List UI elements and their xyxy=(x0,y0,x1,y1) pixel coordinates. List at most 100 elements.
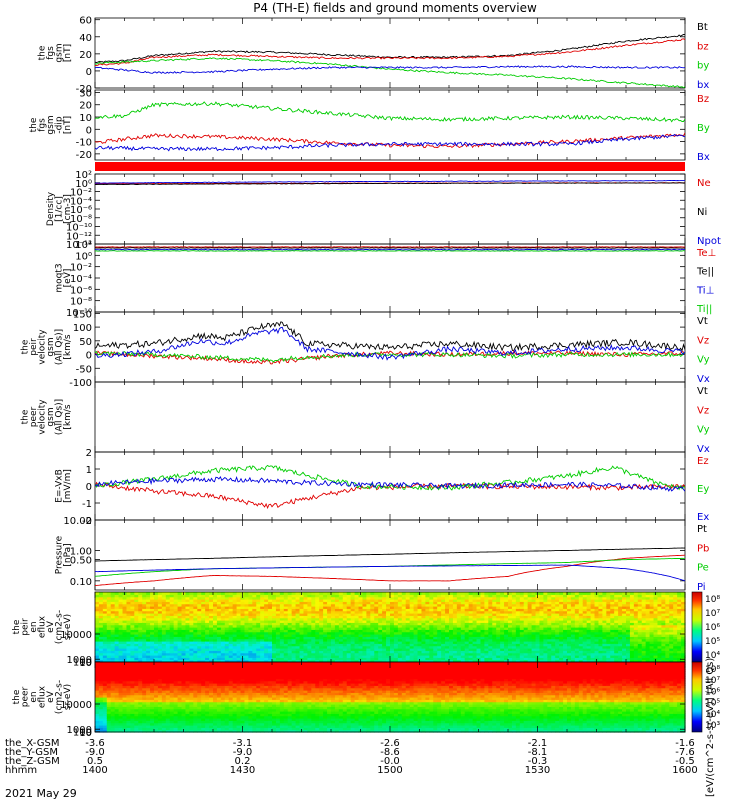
heatmap-cell xyxy=(508,645,513,649)
heatmap-cell xyxy=(637,601,643,605)
heatmap-cell xyxy=(563,610,568,614)
heatmap-cell xyxy=(614,613,619,616)
heatmap-cell xyxy=(618,601,623,605)
heatmap-cell xyxy=(401,638,407,642)
heatmap-cell xyxy=(303,617,308,621)
heatmap-cell xyxy=(563,643,568,647)
y-axis-label-line: Pressure xyxy=(55,535,65,574)
heatmap-cell xyxy=(232,606,238,609)
heatmap-cell xyxy=(641,638,647,642)
heatmap-cell xyxy=(452,624,458,628)
heatmap-cell xyxy=(260,634,265,637)
heatmap-cell xyxy=(598,659,603,663)
heatmap-cell xyxy=(216,659,222,663)
heatmap-cell xyxy=(350,657,356,661)
heatmap-cell xyxy=(614,655,619,658)
heatmap-cell xyxy=(519,615,525,619)
heatmap-cell xyxy=(248,606,253,609)
heatmap-cell xyxy=(303,645,308,649)
heatmap-cell xyxy=(323,617,328,621)
heatmap-cell xyxy=(629,629,635,633)
heatmap-cell xyxy=(260,636,265,640)
heatmap-cell xyxy=(598,622,603,626)
heatmap-cell xyxy=(279,599,285,602)
heatmap-cell xyxy=(382,624,387,628)
heatmap-cell xyxy=(98,648,104,651)
heatmap-cell xyxy=(95,636,100,640)
heatmap-cell xyxy=(464,650,470,654)
heatmap-cell xyxy=(157,592,163,595)
heatmap-cell xyxy=(248,643,253,647)
heatmap-cell xyxy=(346,645,352,649)
heatmap-cell xyxy=(606,594,611,598)
heatmap-cell xyxy=(527,601,533,605)
heatmap-cell xyxy=(181,596,187,600)
heatmap-cell xyxy=(264,596,269,600)
heatmap-cell xyxy=(614,615,619,619)
heatmap-cell xyxy=(165,650,171,654)
heatmap-cell xyxy=(629,622,635,626)
heatmap-cell xyxy=(397,641,403,644)
heatmap-cell xyxy=(484,638,489,642)
heatmap-cell xyxy=(590,594,596,598)
legend-vt: Vt xyxy=(697,386,708,397)
heatmap-cell xyxy=(437,599,442,602)
heatmap-cell xyxy=(649,643,655,647)
heatmap-cell xyxy=(405,594,411,598)
heatmap-cell xyxy=(629,608,635,612)
heatmap-cell xyxy=(248,645,253,649)
heatmap-cell xyxy=(567,655,572,658)
heatmap-cell xyxy=(393,648,399,651)
heatmap-cell xyxy=(445,617,450,621)
heatmap-cell xyxy=(244,648,249,651)
heatmap-cell xyxy=(161,620,167,623)
heatmap-cell xyxy=(169,655,175,658)
heatmap-cell xyxy=(287,638,293,642)
heatmap-cell xyxy=(641,601,647,605)
heatmap-cell xyxy=(213,643,218,647)
heatmap-cell xyxy=(547,596,552,600)
heatmap-cell xyxy=(228,657,234,661)
heatmap-cell xyxy=(653,631,659,635)
heatmap-cell xyxy=(669,622,674,626)
heatmap-cell xyxy=(657,641,662,644)
heatmap-cell xyxy=(637,636,643,640)
heatmap-cell xyxy=(425,592,430,595)
heatmap-cell xyxy=(138,657,143,661)
heatmap-cell xyxy=(106,622,112,626)
heatmap-cell xyxy=(122,648,128,651)
heatmap-cell xyxy=(523,636,529,640)
heatmap-cell xyxy=(452,592,458,595)
heatmap-cell xyxy=(201,643,206,647)
heatmap-cell xyxy=(295,592,301,595)
heatmap-cell xyxy=(248,659,253,663)
heatmap-cell xyxy=(602,648,607,651)
heatmap-cell xyxy=(417,624,423,628)
heatmap-cell xyxy=(272,659,277,663)
heatmap-cell xyxy=(594,648,600,651)
heatmap-cell xyxy=(95,610,100,614)
heatmap-cell xyxy=(508,620,513,623)
heatmap-cell xyxy=(240,617,246,621)
heatmap-cell xyxy=(130,636,135,640)
heatmap-cell xyxy=(161,652,167,656)
heatmap-cell xyxy=(661,627,666,630)
heatmap-cell xyxy=(161,641,167,644)
heatmap-cell xyxy=(370,608,375,612)
heatmap-cell xyxy=(334,652,340,656)
heatmap-cell xyxy=(165,603,171,607)
heatmap-cell xyxy=(260,645,265,649)
heatmap-cell xyxy=(331,599,336,602)
heatmap-cell xyxy=(236,624,242,628)
heatmap-cell xyxy=(102,617,108,621)
heatmap-cell xyxy=(437,596,442,600)
heatmap-cell xyxy=(272,638,277,642)
heatmap-cell xyxy=(393,594,399,598)
heatmap-cell xyxy=(299,599,305,602)
heatmap-cell xyxy=(476,627,482,630)
heatmap-cell xyxy=(169,627,175,630)
heatmap-cell xyxy=(559,631,564,635)
heatmap-cell xyxy=(95,650,100,654)
heatmap-cell xyxy=(519,613,525,616)
heatmap-cell xyxy=(386,641,391,644)
